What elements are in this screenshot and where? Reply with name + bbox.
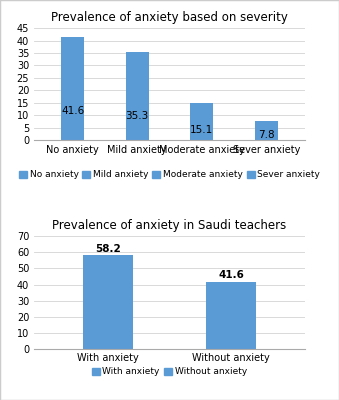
Bar	[83, 255, 133, 349]
Text: 58.2: 58.2	[95, 244, 121, 254]
Bar	[61, 36, 84, 140]
Title: Prevalence of anxiety in Saudi teachers: Prevalence of anxiety in Saudi teachers	[52, 220, 287, 232]
Legend: With anxiety, Without anxiety: With anxiety, Without anxiety	[88, 364, 251, 380]
Bar	[191, 102, 213, 140]
Text: 15.1: 15.1	[190, 125, 213, 135]
Bar	[126, 52, 148, 140]
Bar	[206, 282, 256, 349]
Text: 35.3: 35.3	[126, 110, 149, 120]
Text: 41.6: 41.6	[218, 270, 244, 280]
Text: 41.6: 41.6	[61, 106, 84, 116]
Title: Prevalence of anxiety based on severity: Prevalence of anxiety based on severity	[51, 11, 288, 24]
Bar	[255, 121, 278, 140]
Legend: No anxiety, Mild anxiety, Moderate anxiety, Sever anxiety: No anxiety, Mild anxiety, Moderate anxie…	[15, 166, 324, 183]
Text: 7.8: 7.8	[258, 130, 275, 140]
